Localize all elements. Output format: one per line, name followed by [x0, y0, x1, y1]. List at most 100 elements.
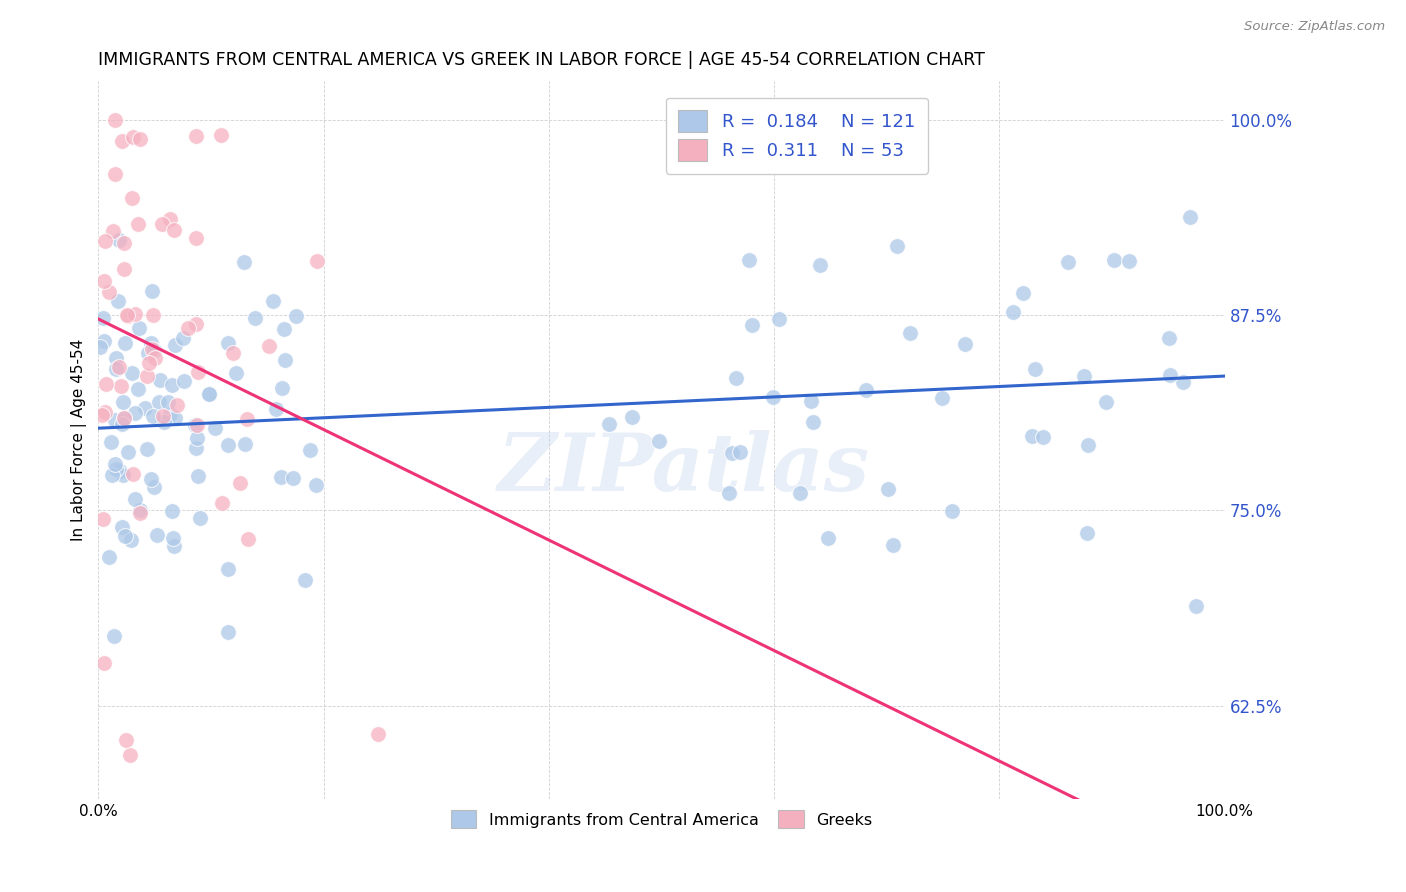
Point — [160, 377, 183, 392]
Point — [146, 528, 169, 542]
Point — [111, 417, 134, 432]
Point — [128, 321, 150, 335]
Point — [112, 410, 135, 425]
Point — [898, 326, 921, 340]
Point — [111, 467, 134, 482]
Point — [229, 476, 252, 491]
Text: ZIPatlas: ZIPatlas — [498, 430, 870, 508]
Point — [124, 407, 146, 421]
Point — [104, 113, 127, 128]
Point — [273, 322, 295, 336]
Point — [1118, 254, 1140, 268]
Point — [1076, 526, 1098, 541]
Point — [1021, 429, 1043, 443]
Point — [142, 343, 165, 357]
Point — [817, 531, 839, 545]
Point — [299, 442, 322, 457]
Point — [101, 224, 124, 238]
Point — [186, 431, 208, 445]
Point — [166, 398, 188, 412]
Point — [93, 334, 115, 348]
Point — [1157, 330, 1180, 344]
Point — [120, 747, 142, 762]
Point — [111, 520, 134, 534]
Point — [100, 468, 122, 483]
Point — [222, 346, 245, 360]
Point — [93, 656, 115, 670]
Point — [136, 442, 159, 456]
Point — [304, 477, 326, 491]
Point — [94, 405, 117, 419]
Point — [111, 134, 134, 148]
Point — [108, 360, 131, 375]
Point — [281, 471, 304, 485]
Point — [266, 402, 288, 417]
Point — [648, 434, 671, 448]
Point — [152, 415, 174, 429]
Point — [270, 381, 292, 395]
Point — [173, 374, 195, 388]
Point — [236, 411, 259, 425]
Point — [184, 418, 207, 433]
Point — [91, 310, 114, 325]
Point — [184, 441, 207, 455]
Point — [186, 317, 208, 331]
Point — [110, 379, 132, 393]
Point — [127, 217, 149, 231]
Point — [90, 408, 112, 422]
Point — [163, 411, 186, 425]
Point — [104, 361, 127, 376]
Point — [162, 531, 184, 545]
Point — [1032, 430, 1054, 444]
Point — [134, 401, 156, 416]
Point — [720, 446, 742, 460]
Point — [274, 352, 297, 367]
Point — [741, 318, 763, 332]
Point — [262, 294, 284, 309]
Point — [1102, 252, 1125, 267]
Point — [108, 233, 131, 247]
Point — [142, 308, 165, 322]
Point — [143, 351, 166, 366]
Point — [284, 309, 307, 323]
Point — [157, 394, 180, 409]
Point — [808, 258, 831, 272]
Point — [768, 311, 790, 326]
Point — [159, 407, 181, 421]
Point — [159, 211, 181, 226]
Point — [142, 480, 165, 494]
Point — [104, 167, 127, 181]
Point — [121, 366, 143, 380]
Point — [243, 311, 266, 326]
Point — [186, 418, 208, 433]
Point — [855, 383, 877, 397]
Point — [122, 130, 145, 145]
Point — [931, 392, 953, 406]
Point — [761, 390, 783, 404]
Legend: Immigrants from Central America, Greeks: Immigrants from Central America, Greeks — [444, 804, 879, 834]
Point — [160, 504, 183, 518]
Point — [141, 342, 163, 356]
Point — [367, 727, 389, 741]
Point — [876, 483, 898, 497]
Point — [129, 132, 152, 146]
Point — [114, 335, 136, 350]
Point — [89, 340, 111, 354]
Point — [105, 351, 128, 366]
Y-axis label: In Labor Force | Age 45-54: In Labor Force | Age 45-54 — [72, 339, 87, 541]
Point — [142, 409, 165, 423]
Point — [107, 293, 129, 308]
Point — [204, 421, 226, 435]
Point — [149, 373, 172, 387]
Point — [789, 485, 811, 500]
Point — [121, 467, 143, 482]
Point — [1012, 285, 1035, 300]
Point — [886, 239, 908, 253]
Point — [136, 369, 159, 384]
Point — [94, 235, 117, 249]
Point — [177, 321, 200, 335]
Point — [1185, 599, 1208, 614]
Point — [98, 285, 121, 299]
Point — [882, 538, 904, 552]
Point — [225, 367, 247, 381]
